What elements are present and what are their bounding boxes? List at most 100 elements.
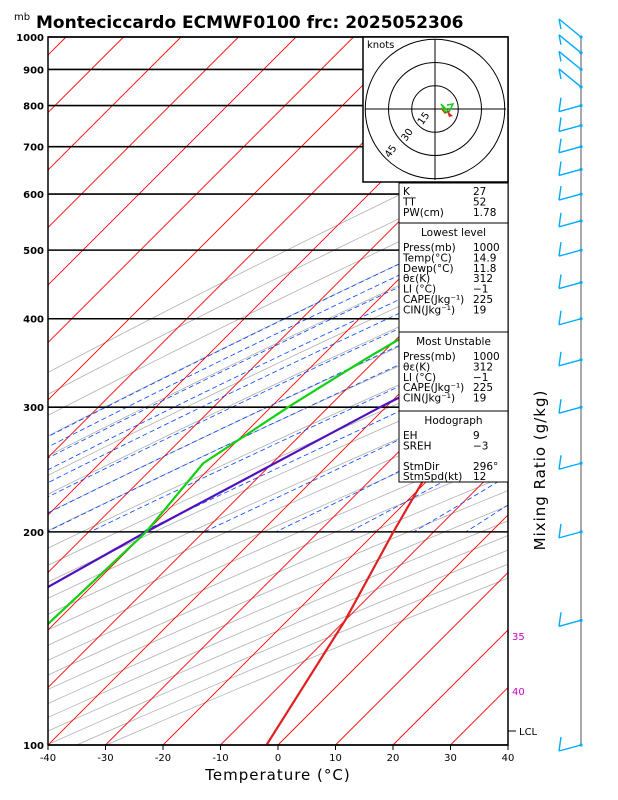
dry-adiabat [48, 277, 508, 495]
index-value: 312 [473, 361, 493, 373]
index-name: PW(cm) [403, 207, 444, 219]
index-value: 225 [473, 382, 493, 394]
wind-barb [558, 185, 583, 201]
index-name: CIN(Jkg⁻¹) [403, 393, 455, 405]
index-name: TT [402, 196, 416, 208]
isotherm [48, 37, 239, 229]
wind-barb-flag [558, 212, 562, 227]
index-value: 12 [473, 471, 486, 483]
x-tick-label: 10 [329, 753, 342, 764]
index-name: LI (°C) [403, 372, 436, 384]
index-name: SREH [403, 440, 432, 452]
hodograph-ring [388, 62, 482, 156]
wind-barb [558, 34, 583, 55]
dry-adiabat [48, 142, 508, 373]
index-name: Dewp(°C) [403, 263, 454, 275]
dry-adiabat [48, 190, 508, 416]
wind-barb-origin [579, 358, 583, 362]
wind-barb-flag [558, 274, 562, 289]
pressure-unit-label: mb [14, 12, 30, 23]
wind-barb-shaft [558, 68, 582, 88]
index-value: 9 [473, 430, 480, 442]
x-tick-label: -10 [212, 753, 228, 764]
index-value: 14.9 [473, 252, 496, 264]
dry-adiabat [48, 520, 508, 718]
isotherm [48, 37, 412, 401]
index-name: Press(mb) [403, 351, 456, 363]
wind-barb [558, 161, 583, 177]
x-tick-label: -20 [155, 753, 171, 764]
wind-barb-origin [579, 167, 583, 172]
pressure-tick-label: 400 [23, 315, 44, 326]
right-axis-title: Mixing Ratio (g/kg) [531, 390, 549, 551]
dry-adiabat [48, 425, 508, 631]
isotherm [48, 37, 354, 344]
wind-barb-origin [579, 461, 583, 465]
isotherm [48, 37, 297, 286]
moist-adiabat [48, 235, 508, 459]
index-value: −3 [473, 440, 488, 452]
wind-barb-flag [558, 523, 562, 538]
isotherm [48, 226, 508, 689]
wind-barb [558, 117, 583, 133]
wind-barb-origin [579, 67, 583, 71]
lowest-level-box [398, 222, 509, 333]
index-value: 11.8 [473, 263, 496, 275]
wind-barbs [558, 18, 583, 752]
index-value: 1.78 [473, 207, 496, 219]
pressure-axis-ticks: 100 200 300 400 500 600 700 800 900 1000 [16, 33, 44, 752]
isotherm [220, 456, 508, 745]
wind-barb-flag [558, 34, 562, 45]
wind-barb-origin [579, 317, 583, 321]
most-unstable-box [398, 331, 509, 412]
wind-barb-flag [558, 161, 562, 176]
wind-barb-origin [579, 104, 583, 108]
pressure-tick-label: 700 [23, 143, 44, 154]
index-name: CIN(Jkg⁻¹) [403, 304, 455, 316]
wind-barb-flag [558, 351, 562, 366]
wind-barb-origin [579, 743, 583, 747]
index-value: 225 [473, 294, 493, 306]
moist-adiabat [48, 224, 508, 448]
wind-barb [558, 138, 583, 154]
index-name: θε(K) [403, 273, 430, 285]
wind-barb-origin [579, 51, 583, 55]
dry-adiabat [48, 490, 508, 690]
wind-barb-flag [558, 185, 562, 201]
x-axis-ticks: -40 -30 -20 -10 0 10 20 30 40 [40, 745, 514, 764]
dry-adiabat [48, 212, 508, 437]
wind-barb-shaft [558, 619, 582, 628]
index-name: CAPE(Jkg⁻¹) [403, 294, 464, 306]
wind-barb-origin [579, 219, 583, 223]
wind-barb-origin [579, 35, 583, 39]
lcl-label: LCL [519, 727, 538, 738]
x-tick-label: 0 [275, 753, 281, 764]
dewpoint-profile-line [48, 279, 508, 626]
dry-adiabat [48, 535, 508, 732]
index-name: EH [403, 430, 418, 442]
hodograph-trace [440, 103, 455, 114]
wind-barb-shaft [558, 531, 582, 539]
pressure-tick-label: 200 [23, 528, 44, 539]
dry-adiabat [48, 474, 508, 676]
wind-barb [558, 351, 583, 367]
dry-adiabat [48, 355, 508, 566]
index-name: LI (°C) [403, 284, 436, 296]
index-name: Press(mb) [403, 242, 456, 254]
wind-barb [558, 310, 583, 326]
pressure-tick-label: 600 [23, 190, 44, 201]
pressure-tick-label: 1000 [16, 33, 44, 44]
wind-barb [558, 274, 583, 290]
wind-barb-flag [558, 310, 562, 325]
wind-barb [558, 242, 583, 257]
parcel-profile-line [48, 341, 508, 589]
isotherm [48, 37, 182, 171]
profiles [48, 279, 508, 745]
indices-panel: K 27 TT 52 PW(cm) 1.78 Lowest level Press(mb) 10… [398, 182, 509, 483]
dry-adiabat [48, 166, 508, 395]
wind-barb-origin [579, 618, 583, 622]
wind-barb-origin [579, 123, 583, 128]
wind-barb-shaft [558, 281, 582, 290]
